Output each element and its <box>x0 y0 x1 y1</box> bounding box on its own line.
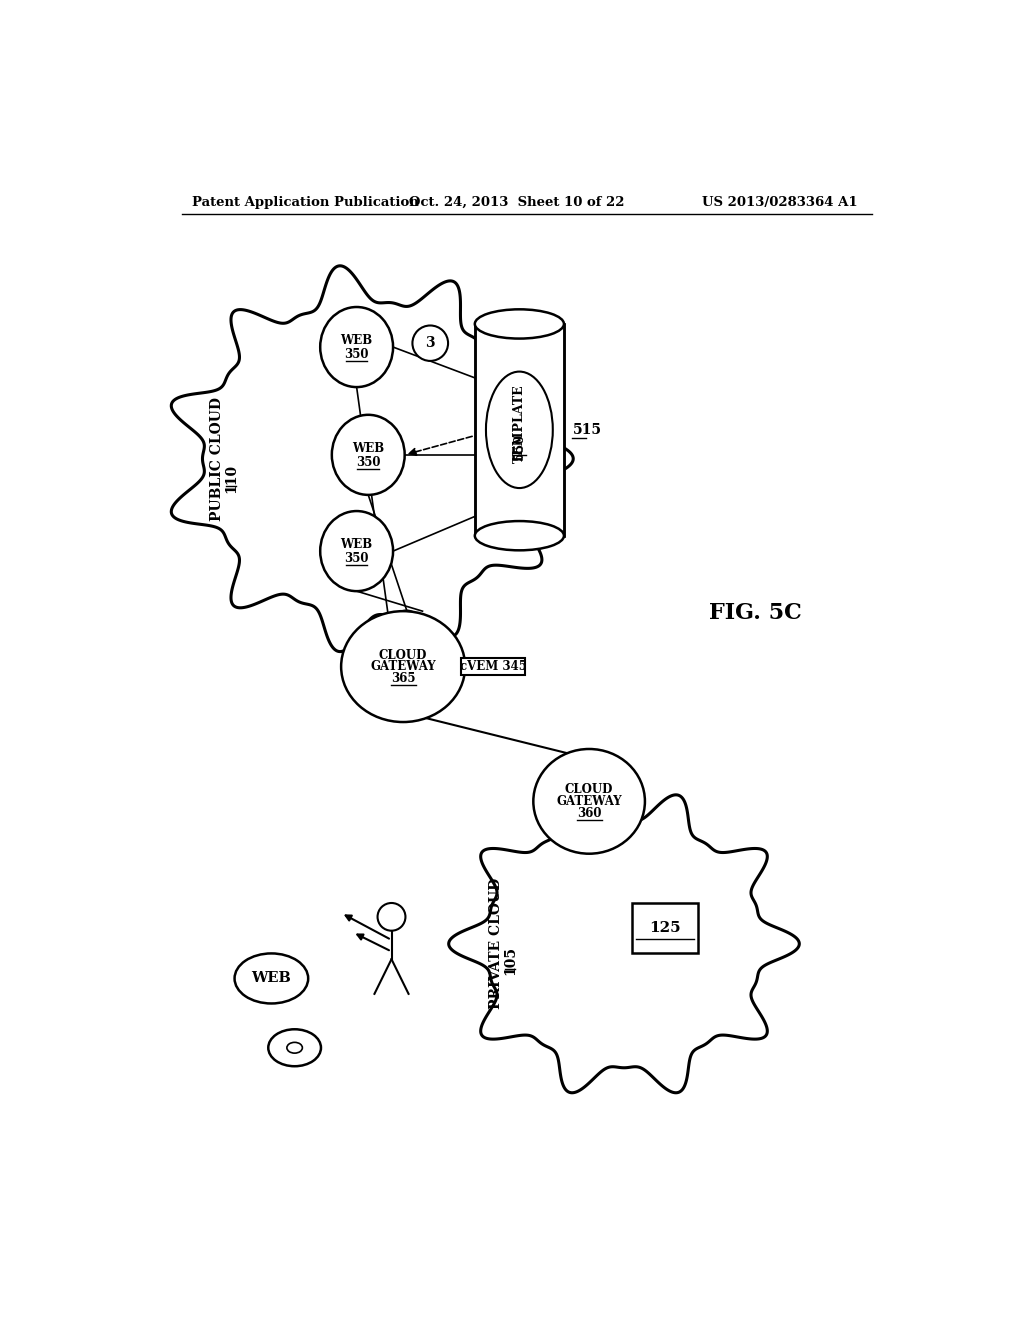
Ellipse shape <box>287 1043 302 1053</box>
Bar <box>475 323 564 536</box>
Text: 350: 350 <box>344 552 369 565</box>
Text: 365: 365 <box>391 672 416 685</box>
Text: PUBLIC CLOUD: PUBLIC CLOUD <box>210 397 224 520</box>
Text: 350: 350 <box>344 348 369 362</box>
Text: WEB: WEB <box>341 334 373 347</box>
Ellipse shape <box>268 1030 321 1067</box>
Text: CLOUD: CLOUD <box>565 783 613 796</box>
Text: 360: 360 <box>577 807 601 820</box>
Ellipse shape <box>534 748 645 854</box>
Text: 110: 110 <box>224 463 238 492</box>
Text: GATEWAY: GATEWAY <box>371 660 436 673</box>
Text: Oct. 24, 2013  Sheet 10 of 22: Oct. 24, 2013 Sheet 10 of 22 <box>409 195 624 209</box>
Text: 350: 350 <box>356 455 381 469</box>
Text: 550: 550 <box>513 434 526 459</box>
Ellipse shape <box>321 308 393 387</box>
Text: CLOUD: CLOUD <box>379 648 427 661</box>
Text: WEB: WEB <box>341 539 373 552</box>
Ellipse shape <box>321 511 393 591</box>
Polygon shape <box>171 265 573 652</box>
Bar <box>632 903 697 953</box>
Text: 125: 125 <box>649 921 681 936</box>
Circle shape <box>378 903 406 931</box>
Ellipse shape <box>476 310 563 338</box>
Circle shape <box>413 326 449 360</box>
Ellipse shape <box>475 521 564 550</box>
Text: FIG. 5C: FIG. 5C <box>710 602 802 624</box>
Ellipse shape <box>332 414 404 495</box>
Ellipse shape <box>486 372 553 488</box>
Text: 3: 3 <box>425 337 435 350</box>
Text: WEB: WEB <box>352 442 384 455</box>
Polygon shape <box>449 795 800 1093</box>
Text: Patent Application Publication: Patent Application Publication <box>193 195 419 209</box>
Text: PRIVATE CLOUD: PRIVATE CLOUD <box>489 878 503 1010</box>
Ellipse shape <box>475 309 564 339</box>
Text: cVEM 345: cVEM 345 <box>460 660 526 673</box>
Text: US 2013/0283364 A1: US 2013/0283364 A1 <box>701 195 857 209</box>
Ellipse shape <box>234 953 308 1003</box>
Text: TEMPLATE: TEMPLATE <box>513 384 526 463</box>
Text: 105: 105 <box>503 946 517 975</box>
Text: GATEWAY: GATEWAY <box>556 795 622 808</box>
Ellipse shape <box>341 611 465 722</box>
Text: WEB: WEB <box>252 972 291 986</box>
Text: 515: 515 <box>573 422 602 437</box>
Bar <box>461 659 524 675</box>
